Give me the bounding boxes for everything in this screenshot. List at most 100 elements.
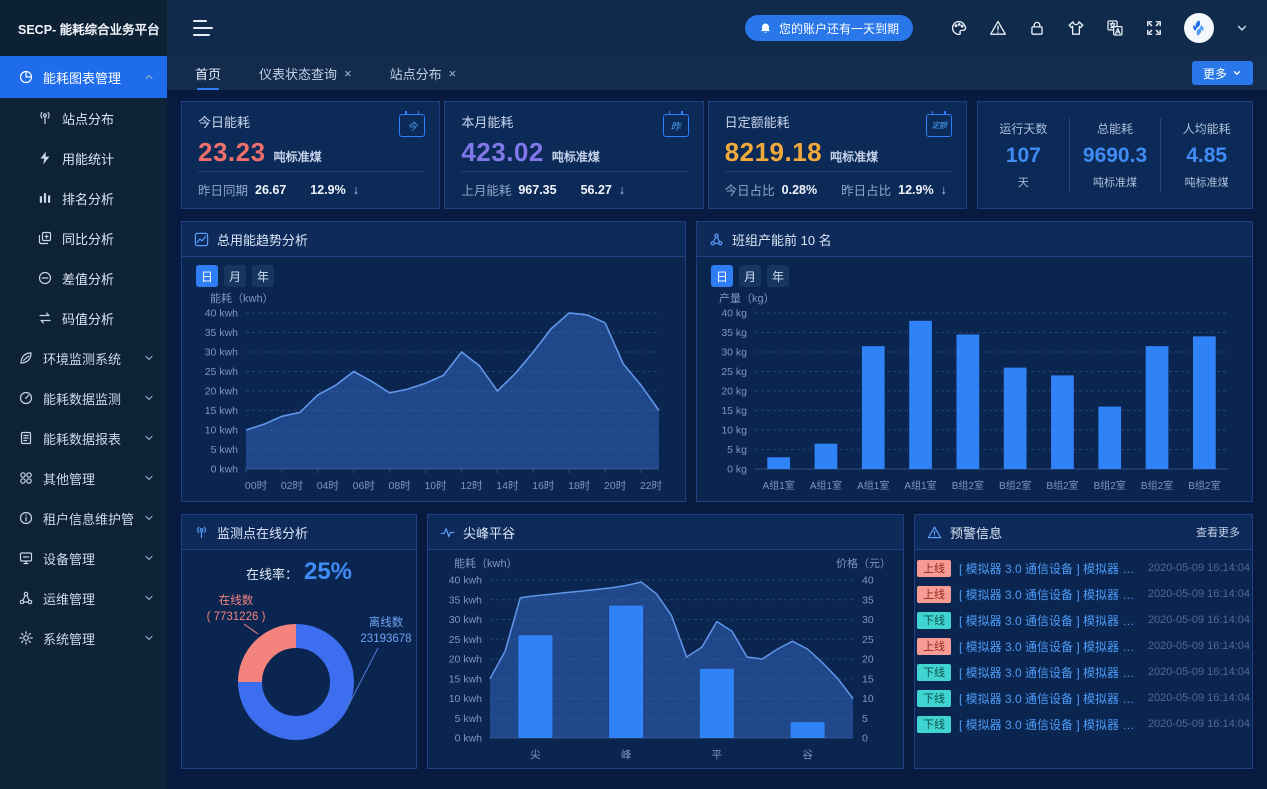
alert-text[interactable]: [ 模拟器 3.0 通信设备 ] 模拟器 3.0... [959, 561, 1140, 576]
svg-text:A组1室: A组1室 [763, 479, 795, 492]
alert-row[interactable]: 下线 [ 模拟器 3.0 通信设备 ] 模拟器 3.0... 2020-05-09 … [917, 607, 1250, 633]
summary-stats-card: 运行天数 107 天 总能耗 9690.3 吨标准煤 人均能耗 4.85 吨标准… [977, 101, 1253, 209]
alert-row[interactable]: 下线 [ 模拟器 3.0 通信设备 ] 模拟器 3.0... 2020-05-09 … [917, 659, 1250, 685]
kpi-footer-value: 12.9% [310, 182, 346, 197]
share-nodes-icon [710, 233, 723, 245]
sidebar-item-label: 差值分析 [62, 271, 115, 287]
alert-row[interactable]: 上线 [ 模拟器 3.0 通信设备 ] 模拟器 3.0... 2020-05-09 … [917, 581, 1250, 607]
svg-text:价格（元）: 价格（元） [836, 556, 891, 570]
stat-value: 107 [1005, 144, 1041, 167]
lock-icon[interactable] [1028, 19, 1046, 37]
period-tab-day[interactable]: 日 [711, 265, 734, 287]
chevron-down-icon [145, 555, 153, 561]
chevron-down-icon [145, 355, 153, 361]
kpi-card-month-energy: 本月能耗 昨 423.02 吨标准煤 上月能耗 967.35 56.27 [444, 101, 704, 209]
calendar-today-icon: 今 [399, 111, 426, 137]
palette-icon[interactable] [950, 19, 968, 37]
svg-text:30: 30 [862, 614, 874, 626]
alert-text[interactable]: [ 模拟器 3.0 通信设备 ] 模拟器 3.0... [959, 639, 1140, 654]
warning-triangle-icon[interactable] [989, 19, 1007, 37]
svg-text:16时: 16时 [532, 480, 555, 492]
alert-row[interactable]: 下线 [ 模拟器 3.0 通信设备 ] 模拟器 3.0... 2020-05-09 … [917, 685, 1250, 711]
stat-label: 总能耗 [1097, 122, 1134, 136]
period-tab-month[interactable]: 月 [224, 265, 247, 287]
alert-text[interactable]: [ 模拟器 3.0 通信设备 ] 模拟器 3.0... [959, 717, 1140, 732]
sidebar-item-device-management[interactable]: 设备管理 [0, 538, 167, 578]
alert-row[interactable]: 上线 [ 模拟器 3.0 通信设备 ] 模拟器 3.0... 2020-05-09 … [917, 633, 1250, 659]
alert-time: 2020-05-09 16:14:04 [1147, 562, 1250, 574]
tab-site-distribution[interactable]: 站点分布 × [390, 56, 457, 90]
svg-text:0: 0 [862, 733, 868, 745]
svg-text:0 kg: 0 kg [727, 464, 747, 476]
swap-arrows-icon [39, 312, 51, 324]
sidebar-item-energy-usage-stats[interactable]: 用能统计 [0, 138, 167, 178]
alert-text[interactable]: [ 模拟器 3.0 通信设备 ] 模拟器 3.0... [959, 613, 1140, 628]
chevron-down-icon [145, 435, 153, 441]
svg-text:30 kwh: 30 kwh [449, 614, 482, 626]
svg-text:20时: 20时 [604, 480, 627, 492]
sidebar-item-system-management[interactable]: 系统管理 [0, 618, 167, 658]
svg-text:15 kwh: 15 kwh [205, 405, 238, 417]
sidebar-item-other-management[interactable]: 其他管理 [0, 458, 167, 498]
svg-text:峰: 峰 [621, 749, 632, 761]
sidebar-item-energy-data-monitoring[interactable]: 能耗数据监测 [0, 378, 167, 418]
sidebar-item-yoy-analysis[interactable]: 同比分析 [0, 218, 167, 258]
line-chart-icon [194, 232, 209, 246]
svg-text:40 kg: 40 kg [721, 308, 747, 320]
status-badge: 下线 [917, 689, 951, 707]
alert-text[interactable]: [ 模拟器 3.0 通信设备 ] 模拟器 3.0... [959, 691, 1140, 706]
svg-text:B组2室: B组2室 [999, 479, 1031, 492]
online-rate-label: 在线率： [245, 567, 298, 582]
close-icon[interactable]: × [344, 65, 352, 81]
period-tab-day[interactable]: 日 [196, 265, 219, 287]
theme-shirt-icon[interactable] [1067, 19, 1085, 37]
gear-icon [19, 631, 33, 645]
svg-text:20 kwh: 20 kwh [449, 654, 482, 666]
svg-text:在线数: 在线数 [219, 593, 254, 607]
alert-text[interactable]: [ 模拟器 3.0 通信设备 ] 模拟器 3.0... [959, 587, 1140, 602]
svg-text:0 kwh: 0 kwh [211, 464, 239, 476]
period-tab-year[interactable]: 年 [767, 265, 790, 287]
tab-meter-status[interactable]: 仪表状态查询 × [259, 56, 352, 90]
kpi-value: 8219.18 [724, 137, 823, 167]
sidebar-item-ranking-analysis[interactable]: 排名分析 [0, 178, 167, 218]
sidebar-item-ops-management[interactable]: 运维管理 [0, 578, 167, 618]
period-tab-year[interactable]: 年 [252, 265, 275, 287]
panel-peak-valley: 尖峰平谷 0 kwh 0 5 kwh 5 10 kwh 10 15 kwh 15 20 kwh 2… [427, 514, 904, 769]
period-tab-month[interactable]: 月 [739, 265, 762, 287]
sidebar-item-label: 用能统计 [62, 151, 115, 167]
sidebar-item-environment-monitoring[interactable]: 环境监测系统 [0, 338, 167, 378]
sidebar-item-tenant-info-management[interactable]: 租户信息维护管理 [0, 498, 167, 538]
sidebar-item-energy-charts[interactable]: 能耗图表管理 [0, 56, 167, 98]
fullscreen-icon[interactable] [1145, 19, 1163, 37]
kpi-unit: 吨标准煤 [830, 150, 879, 164]
sidebar-item-code-value-analysis[interactable]: 码值分析 [0, 298, 167, 338]
alert-row[interactable]: 下线 [ 模拟器 3.0 通信设备 ] 模拟器 3.0... 2020-05-09 … [917, 711, 1250, 737]
more-button[interactable]: 更多 [1191, 61, 1253, 85]
user-menu-caret-icon[interactable] [1235, 21, 1249, 35]
copy-plus-icon [38, 231, 52, 245]
sidebar-item-label: 码值分析 [62, 311, 115, 327]
alert-text[interactable]: [ 模拟器 3.0 通信设备 ] 模拟器 3.0... [959, 665, 1140, 680]
svg-text:20 kwh: 20 kwh [205, 386, 238, 398]
arrow-down-icon: ↓ [352, 182, 359, 197]
antenna-icon [197, 526, 206, 538]
svg-text:10 kg: 10 kg [721, 425, 747, 437]
alert-row[interactable]: 上线 [ 模拟器 3.0 通信设备 ] 模拟器 3.0... 2020-05-09 … [917, 555, 1250, 581]
tab-home[interactable]: 首页 [195, 56, 221, 90]
calendar-yesterday-icon: 昨 [662, 111, 689, 137]
close-icon[interactable]: × [448, 65, 457, 81]
sidebar-item-label: 其他管理 [43, 471, 96, 487]
sidebar-item-difference-analysis[interactable]: 差值分析 [0, 258, 167, 298]
chevron-down-icon [145, 475, 153, 481]
language-icon[interactable] [1106, 19, 1124, 37]
collapse-menu-icon[interactable] [193, 20, 213, 36]
svg-text:40 kwh: 40 kwh [449, 575, 482, 587]
account-expiry-notice[interactable]: 您的账户还有一天到期 [744, 15, 913, 41]
alert-time: 2020-05-09 16:14:04 [1147, 666, 1250, 678]
avatar[interactable] [1184, 13, 1214, 43]
sidebar-item-site-distribution[interactable]: 站点分布 [0, 98, 167, 138]
logo[interactable]: SECP- 能耗综合业务平台 [0, 0, 167, 56]
sidebar-item-energy-data-reports[interactable]: 能耗数据报表 [0, 418, 167, 458]
view-more-link[interactable]: 查看更多 [1196, 527, 1240, 539]
